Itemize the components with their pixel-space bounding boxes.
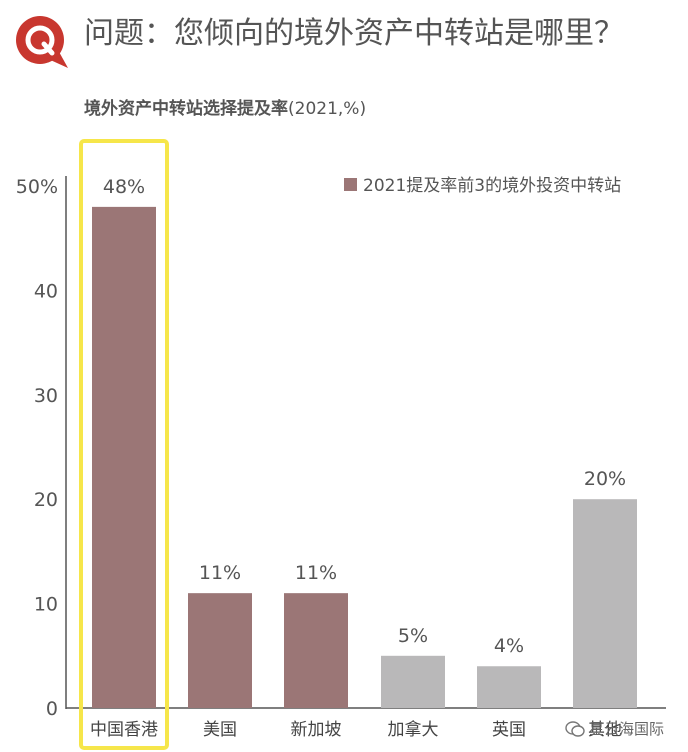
chart-title: 境外资产中转站选择提及率: [84, 99, 288, 119]
x-tick-label: 加拿大: [388, 719, 439, 740]
q-logo-icon: [16, 16, 68, 68]
bar: [284, 593, 348, 708]
bar: [477, 666, 541, 708]
y-tick-label: 40: [34, 280, 58, 302]
question-title: 问题：您倾向的境外资产中转站是哪里？: [84, 16, 624, 51]
y-tick-label: 50%: [16, 176, 58, 198]
data-label: 5%: [398, 625, 428, 647]
y-tick-label: 20: [34, 489, 58, 511]
data-label: 4%: [494, 635, 524, 657]
chart-subtitle: 境外资产中转站选择提及率(2021,%): [84, 94, 366, 119]
legend-swatch: [344, 178, 357, 191]
bar: [92, 206, 156, 708]
x-tick-label: 中国香港: [90, 720, 158, 740]
y-tick-label: 0: [46, 698, 58, 720]
x-tick-label: 其他: [588, 720, 622, 740]
data-label: 48%: [103, 176, 145, 198]
y-tick-label: 10: [34, 594, 58, 616]
wechat-icon: [565, 720, 585, 737]
x-tick-label: 美国: [203, 720, 237, 740]
data-label: 11%: [295, 562, 337, 584]
data-label: 11%: [199, 562, 241, 584]
watermark-text: 星云海国际: [589, 720, 665, 738]
bar: [188, 593, 252, 708]
highlight-frame: [79, 139, 169, 750]
chart-title-suffix: (2021,%): [288, 99, 367, 119]
bar-chart: 0 10 20 30 40 50% 48% 中国香港 11% 美国 11% 新加坡 5% 加拿大 4% 英国 2…: [16, 139, 666, 750]
y-tick-label: 30: [34, 385, 58, 407]
watermark: 星云海国际: [565, 718, 664, 739]
data-label: 20%: [584, 468, 626, 490]
header: 问题：您倾向的境外资产中转站是哪里？: [0, 0, 688, 90]
bar: [573, 499, 637, 708]
x-tick-label: 新加坡: [291, 720, 342, 740]
bar: [381, 655, 445, 708]
x-tick-label: 英国: [492, 720, 526, 740]
legend-label: 2021提及率前3的境外投资中转站: [363, 176, 621, 196]
